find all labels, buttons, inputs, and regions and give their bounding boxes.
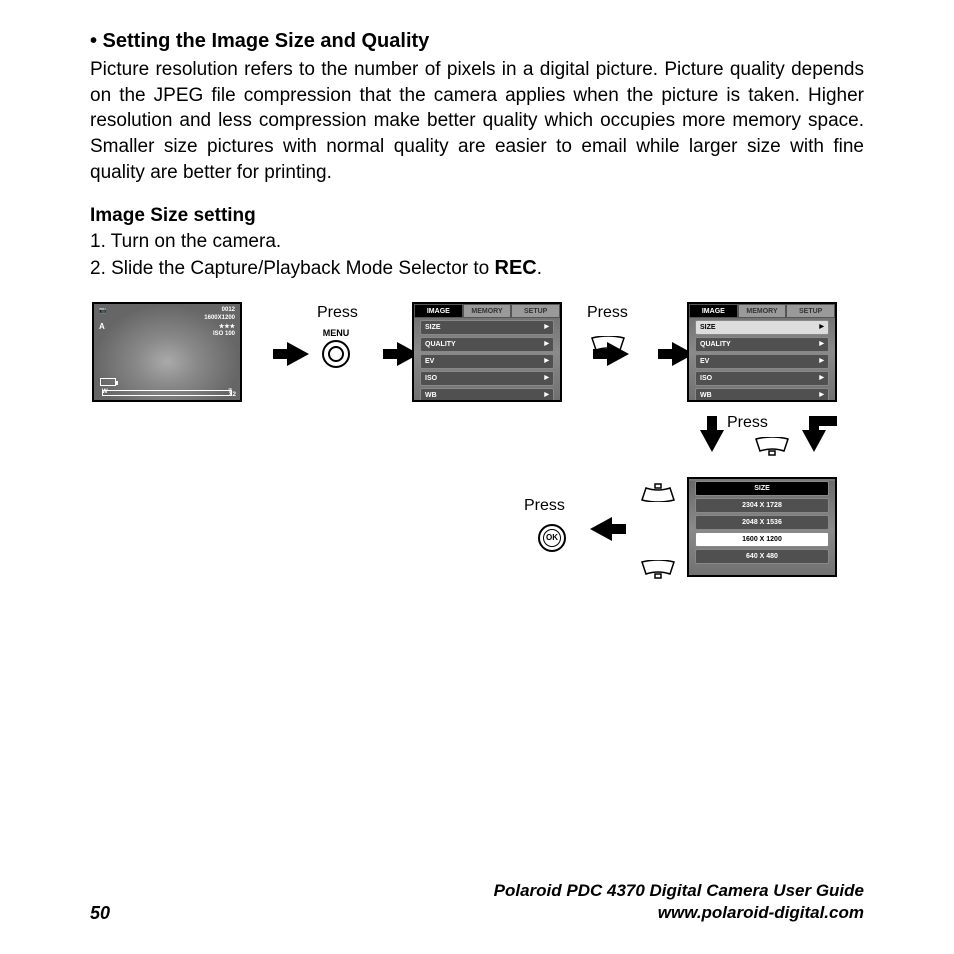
page-footer: 50 Polaroid PDC 4370 Digital Camera User… [90,880,864,924]
capture-stars: ★★★ [219,323,235,330]
press-label-4: Press [524,497,565,515]
size-screen: SIZE 2304 X 1728 2048 X 1536 1600 X 1200… [687,477,837,577]
menu-button-label: MENU [322,328,350,338]
steps-list: 1. Turn on the camera. 2. Slide the Capt… [90,229,864,282]
menu-iso: ISO [695,371,829,386]
instruction-diagram: 0012 1600X1200 ★★★ ISO 100 📷 A X2 Press … [92,302,862,632]
capture-count: 0012 [222,307,235,313]
tab-image: IMAGE [414,304,463,318]
menu-wb: WB [695,388,829,402]
capture-iso: ISO 100 [213,331,235,337]
step-2: 2. Slide the Capture/Playback Mode Selec… [90,255,864,282]
arrow-icon [802,430,826,452]
size-option-1: 2304 X 1728 [695,498,829,513]
nav-down-icon [754,437,790,457]
menu-quality: QUALITY [695,337,829,352]
press-label-1: Press [317,304,358,322]
ok-button: OK [538,524,566,552]
size-title: SIZE [695,481,829,496]
step-1: 1. Turn on the camera. [90,229,864,255]
size-option-2: 2048 X 1536 [695,515,829,530]
tab-image: IMAGE [689,304,738,318]
nav-down-icon [590,336,626,356]
ok-label: OK [543,529,561,547]
footer-title: Polaroid PDC 4370 Digital Camera User Gu… [494,880,864,902]
menu-ev: EV [420,354,554,369]
tab-memory: MEMORY [463,304,512,318]
capture-res: 1600X1200 [204,315,235,321]
arrow-icon [287,342,309,366]
footer-url: www.polaroid-digital.com [494,902,864,924]
battery-icon [100,378,116,386]
step-2-post: . [537,258,542,279]
menu-size: SIZE [420,320,554,335]
zoom-bar [102,390,232,396]
arrow-icon [590,517,612,541]
tab-setup: SETUP [786,304,835,318]
press-label-3: Press [727,414,768,432]
menu-quality: QUALITY [420,337,554,352]
menu-iso: ISO [420,371,554,386]
menu-button: MENU [322,328,350,368]
size-option-4: 640 X 480 [695,549,829,564]
press-label-2: Press [587,304,628,322]
menu-screen-2: IMAGE MEMORY SETUP SIZE QUALITY EV ISO W… [687,302,837,402]
menu-size-selected: SIZE [695,320,829,335]
nav-up-icon [640,482,676,502]
arrow-icon [700,430,724,452]
rec-label: REC [495,257,537,279]
body-paragraph: Picture resolution refers to the number … [90,57,864,185]
size-option-3-selected: 1600 X 1200 [695,532,829,547]
menu-ev: EV [695,354,829,369]
tab-memory: MEMORY [738,304,787,318]
capture-screen: 0012 1600X1200 ★★★ ISO 100 📷 A X2 [92,302,242,402]
menu-wb: WB [420,388,554,402]
step-2-pre: 2. Slide the Capture/Playback Mode Selec… [90,258,495,279]
page-number: 50 [90,903,110,924]
menu-screen-1: IMAGE MEMORY SETUP SIZE QUALITY EV ISO W… [412,302,562,402]
tab-setup: SETUP [511,304,560,318]
sub-heading: Image Size setting [90,205,864,227]
footer-text: Polaroid PDC 4370 Digital Camera User Gu… [494,880,864,924]
section-heading: • Setting the Image Size and Quality [90,30,864,53]
zoom-level: X2 [229,392,236,398]
nav-down-icon [640,560,676,580]
